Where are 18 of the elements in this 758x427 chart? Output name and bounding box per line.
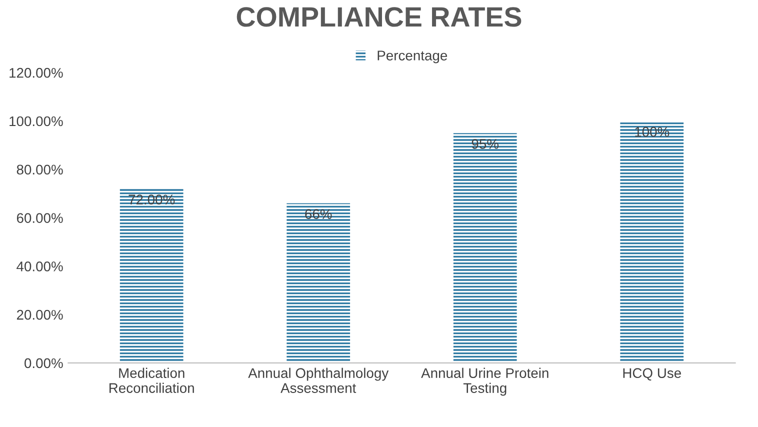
bar [620, 120, 684, 363]
x-tick-label: Annual Ophthalmology Assessment [248, 368, 389, 393]
y-tick-label: 20.00% [16, 310, 63, 320]
x-tick-label: Annual Urine Protein Testing [421, 368, 548, 396]
data-label: 66% [305, 209, 332, 220]
y-tick-label: 60.00% [16, 213, 63, 223]
legend-label: Percentage [378, 50, 448, 64]
chart-title: COMPLIANCE RATES [236, 7, 522, 27]
bar [453, 133, 517, 363]
bar [120, 188, 184, 363]
bar [286, 203, 350, 363]
y-tick-label: 80.00% [16, 164, 63, 175]
y-tick-label: 40.00% [16, 262, 63, 272]
x-tick-label: Medication Reconciliation [110, 368, 194, 393]
y-tick-label: 120.00% [10, 68, 63, 78]
y-tick-label: 0.00% [24, 358, 63, 368]
y-tick-label: 100.00% [10, 116, 63, 126]
x-tick-label: HCQ Use [623, 368, 681, 380]
